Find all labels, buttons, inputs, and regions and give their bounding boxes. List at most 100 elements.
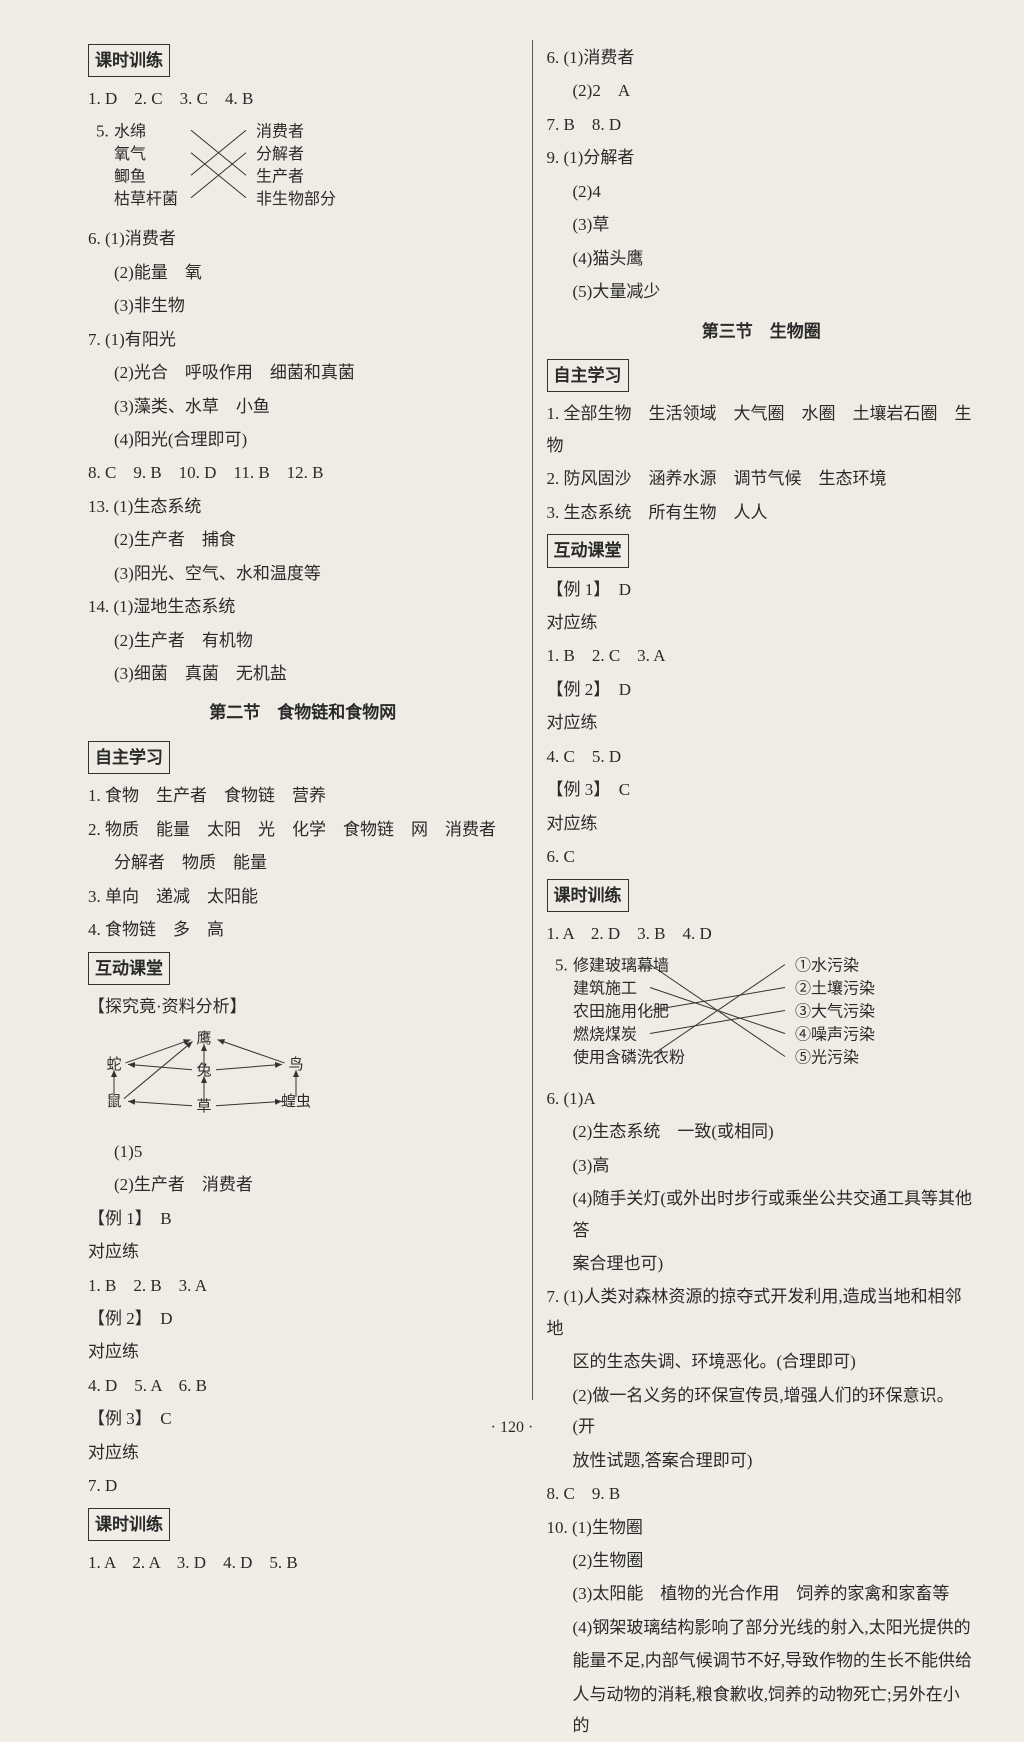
answer-line: 1. 食物 生产者 食物链 营养 [88, 780, 518, 811]
answer-line: 放性试题,答案合理即可) [547, 1445, 977, 1476]
answer-line: 1. A 2. A 3. D 4. D 5. B [88, 1547, 518, 1578]
answer-line: 6. (1)消费者 [547, 42, 977, 73]
answer-line: 案合理也可) [547, 1248, 977, 1279]
example-label: 【例 1】 B [88, 1203, 518, 1234]
answer-line: (2)光合 呼吸作用 细菌和真菌 [88, 357, 518, 388]
answer-line: (2)生产者 有机物 [88, 625, 518, 656]
svg-text:②土壤污染: ②土壤污染 [795, 979, 875, 998]
svg-text:枯草杆菌: 枯草杆菌 [114, 190, 178, 208]
answer-line: 区的生态失调、环境恶化。(合理即可) [547, 1346, 977, 1377]
svg-text:燃烧煤炭: 燃烧煤炭 [573, 1026, 637, 1044]
section-heading: 课时训练 [88, 44, 170, 77]
answer-line: 1. D 2. C 3. C 4. B [88, 83, 518, 114]
matching-diagram-5-right: 5. 修建玻璃幕墙建筑施工农田施用化肥燃烧煤炭使用含磷洗衣粉 ①水污染 ②土壤污染 ③大… [555, 953, 977, 1078]
svg-text:氧气: 氧气 [114, 145, 146, 163]
svg-text:①水污染: ①水污染 [795, 957, 859, 975]
answer-line: 7. B 8. D [547, 109, 977, 140]
food-web-diagram: 蛇鼠鹰兔草鸟蝗虫 [96, 1026, 518, 1131]
svg-text:③大气污染: ③大气污染 [795, 1003, 875, 1021]
answer-line: 分解者 物质 能量 [88, 847, 518, 878]
svg-text:④噪声污染: ④噪声污染 [795, 1026, 875, 1044]
svg-text:⑤光污染: ⑤光污染 [795, 1049, 859, 1067]
section-title: 第二节 食物链和食物网 [88, 697, 518, 728]
answer-line: (5)大量减少 [547, 276, 977, 307]
section-title: 第三节 生物圈 [547, 316, 977, 347]
svg-text:修建玻璃幕墙: 修建玻璃幕墙 [573, 957, 669, 975]
svg-text:生产者: 生产者 [256, 167, 304, 185]
svg-text:消费者: 消费者 [256, 122, 304, 140]
answer-line: (2)能量 氧 [88, 257, 518, 288]
answer-line: (1)5 [88, 1136, 518, 1167]
subheading: 【探究竟·资料分析】 [88, 991, 518, 1022]
answer-line: (3)细菌 真菌 无机盐 [88, 658, 518, 689]
svg-text:鼠: 鼠 [106, 1093, 121, 1110]
two-column-layout: 课时训练 1. D 2. C 3. C 4. B 5. 水绵氧气鲫鱼枯草杆菌 消费者… [80, 40, 984, 1400]
answer-line: (2)生态系统 一致(或相同) [547, 1116, 977, 1147]
section-heading: 课时训练 [547, 879, 629, 912]
svg-text:农田施用化肥: 农田施用化肥 [573, 1003, 669, 1021]
answer-line: 7. D [88, 1470, 518, 1501]
worksheet-page: 课时训练 1. D 2. C 3. C 4. B 5. 水绵氧气鲫鱼枯草杆菌 消费者… [0, 0, 1024, 1455]
answer-line: 4. D 5. A 6. B [88, 1370, 518, 1401]
example-label: 【例 3】 C [547, 774, 977, 805]
example-label: 【例 1】 D [547, 574, 977, 605]
matching-diagram-5: 5.水绵氧气鲫鱼枯草杆菌消费者分解者生产者非生物部分 [96, 119, 518, 219]
section-heading: 互动课堂 [547, 534, 629, 567]
svg-text:分解者: 分解者 [256, 145, 304, 163]
answer-line: 7. (1)人类对森林资源的掠夺式开发利用,造成当地和相邻地 [547, 1281, 977, 1344]
answer-line: 8. C 9. B [547, 1478, 977, 1509]
svg-text:建筑施工: 建筑施工 [573, 980, 637, 998]
answer-line: (4)钢架玻璃结构影响了部分光线的射入,太阳光提供的 [547, 1612, 977, 1643]
answer-line: (2)4 [547, 176, 977, 207]
svg-text:5.: 5. [555, 956, 568, 975]
answer-line: 9. (1)分解者 [547, 142, 977, 173]
answer-line: 1. A 2. D 3. B 4. D [547, 918, 977, 949]
section-heading: 课时训练 [88, 1508, 170, 1541]
answer-line: 1. B 2. C 3. A [547, 640, 977, 671]
answer-line: (3)藻类、水草 小鱼 [88, 391, 518, 422]
answer-line: (4)猫头鹰 [547, 243, 977, 274]
svg-text:兔: 兔 [196, 1062, 211, 1079]
svg-text:使用含磷洗衣粉: 使用含磷洗衣粉 [573, 1049, 685, 1067]
subheading: 对应练 [547, 808, 977, 839]
answer-line: 8. C 9. B 10. D 11. B 12. B [88, 457, 518, 488]
answer-line: (2)生产者 消费者 [88, 1169, 518, 1200]
answer-line: (3)高 [547, 1150, 977, 1181]
answer-line: (3)草 [547, 209, 977, 240]
right-column: 6. (1)消费者 (2)2 A 7. B 8. D 9. (1)分解者 (2)… [539, 40, 985, 1400]
svg-text:蛇: 蛇 [106, 1056, 121, 1073]
answer-line: 10. (1)生物圈 [547, 1512, 977, 1543]
svg-text:草: 草 [196, 1098, 211, 1115]
answer-line: 人与动物的消耗,粮食歉收,饲养的动物死亡;另外在小的 [547, 1679, 977, 1742]
answer-line: 1. B 2. B 3. A [88, 1270, 518, 1301]
svg-text:蝗虫: 蝗虫 [281, 1093, 311, 1110]
subheading: 对应练 [88, 1236, 518, 1267]
subheading: 对应练 [88, 1336, 518, 1367]
svg-text:鸟: 鸟 [288, 1056, 303, 1073]
answer-line: 3. 单向 递减 太阳能 [88, 881, 518, 912]
answer-line: 能量不足,内部气候调节不好,导致作物的生长不能供给 [547, 1645, 977, 1676]
subheading: 对应练 [547, 707, 977, 738]
left-column: 课时训练 1. D 2. C 3. C 4. B 5. 水绵氧气鲫鱼枯草杆菌 消费者… [80, 40, 526, 1400]
svg-text:水绵: 水绵 [114, 122, 146, 140]
subheading: 对应练 [547, 607, 977, 638]
answer-line: (3)非生物 [88, 290, 518, 321]
example-label: 【例 2】 D [547, 674, 977, 705]
example-label: 【例 2】 D [88, 1303, 518, 1334]
section-heading: 互动课堂 [88, 952, 170, 985]
answer-line: (4)阳光(合理即可) [88, 424, 518, 455]
answer-line: 13. (1)生态系统 [88, 491, 518, 522]
answer-line: 14. (1)湿地生态系统 [88, 591, 518, 622]
page-number: · 120 · [0, 1413, 1024, 1443]
svg-text:鲫鱼: 鲫鱼 [114, 167, 146, 185]
svg-text:5.: 5. [96, 121, 109, 140]
answer-line: 6. (1)消费者 [88, 223, 518, 254]
answer-line: 4. 食物链 多 高 [88, 914, 518, 945]
answer-line: (4)随手关灯(或外出时步行或乘坐公共交通工具等其他答 [547, 1183, 977, 1246]
answer-line: 7. (1)有阳光 [88, 324, 518, 355]
answer-line: 3. 生态系统 所有生物 人人 [547, 497, 977, 528]
answer-line: (2)2 A [547, 75, 977, 106]
answer-line: (3)阳光、空气、水和温度等 [88, 558, 518, 589]
answer-line: 6. C [547, 841, 977, 872]
section-heading: 自主学习 [88, 741, 170, 774]
